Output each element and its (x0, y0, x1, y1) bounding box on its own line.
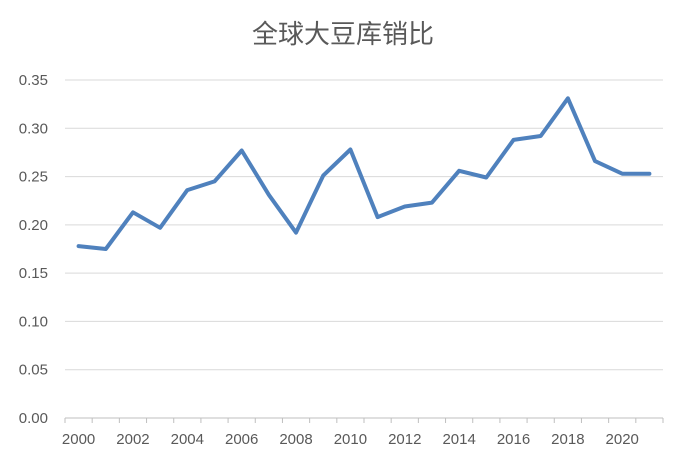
data-point (104, 247, 108, 251)
data-point (376, 215, 380, 219)
y-tick-label: 0.35 (19, 72, 48, 89)
data-point (185, 188, 189, 192)
x-tick-label: 2012 (388, 431, 421, 448)
data-point (294, 231, 298, 235)
data-point (566, 96, 570, 100)
x-tick-label: 2018 (551, 431, 584, 448)
data-point (158, 226, 162, 230)
data-point (512, 138, 516, 142)
data-point (620, 172, 624, 176)
x-tick-label: 2000 (62, 431, 95, 448)
series-line (76, 96, 652, 251)
data-point (131, 210, 135, 214)
x-tick-label: 2014 (442, 431, 475, 448)
y-tick-label: 0.10 (19, 313, 48, 330)
data-point (348, 148, 352, 152)
data-point (77, 244, 81, 248)
x-tick-label: 2020 (606, 431, 639, 448)
data-point (267, 193, 271, 197)
chart-title: 全球大豆库销比 (251, 20, 434, 50)
x-tick-label: 2010 (334, 431, 367, 448)
data-point (539, 134, 543, 138)
data-point (593, 159, 597, 163)
y-tick-label: 0.05 (19, 362, 48, 379)
data-point (403, 205, 407, 209)
data-point (430, 201, 434, 205)
data-point (484, 176, 488, 180)
x-tick-label: 2016 (497, 431, 530, 448)
data-point (457, 169, 461, 173)
x-tick-label: 2008 (279, 431, 312, 448)
data-point (213, 179, 217, 183)
data-point (321, 174, 325, 178)
data-point (647, 172, 651, 176)
y-tick-label: 0.20 (19, 217, 48, 234)
y-tick-label: 0.30 (19, 120, 48, 137)
x-tick-label: 2006 (225, 431, 258, 448)
y-tick-label: 0.00 (19, 410, 48, 427)
x-tick-label: 2002 (116, 431, 149, 448)
y-tick-label: 0.15 (19, 265, 48, 282)
data-point (240, 148, 244, 152)
y-tick-label: 0.25 (19, 169, 48, 186)
x-tick-label: 2004 (171, 431, 204, 448)
